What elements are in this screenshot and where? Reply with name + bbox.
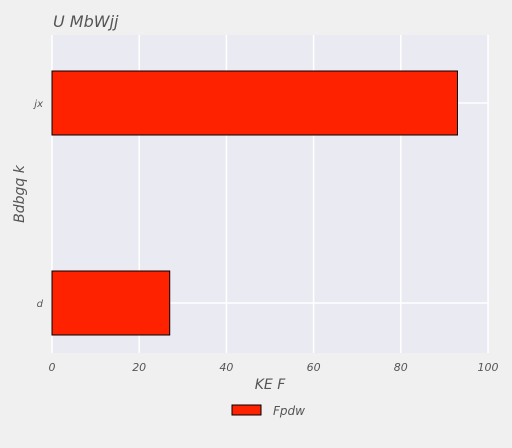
bar-d (51, 270, 171, 336)
legend: Fpdw (231, 404, 305, 418)
y-tick-labels: jx d (32, 99, 43, 310)
x-axis-label: KE F (255, 377, 286, 393)
x-tick-label: 60 (307, 361, 321, 374)
bar-jx (51, 70, 458, 136)
x-tick-label: 0 (49, 361, 56, 374)
x-tick-label: 40 (219, 361, 233, 374)
legend-swatch (231, 404, 262, 416)
x-tick-label: 80 (394, 361, 408, 374)
x-tick-label: 20 (132, 361, 146, 374)
y-tick-label: jx (32, 99, 43, 110)
x-tick-labels: 0 20 40 60 80 100 (49, 361, 499, 374)
y-axis-label: Bdbgq k (12, 164, 28, 223)
x-tick-label: 100 (478, 361, 499, 374)
legend-label: Fpdw (273, 404, 305, 418)
y-tick-label: d (37, 299, 44, 310)
chart-title: U MbWjj (53, 12, 119, 31)
bars (51, 70, 458, 336)
